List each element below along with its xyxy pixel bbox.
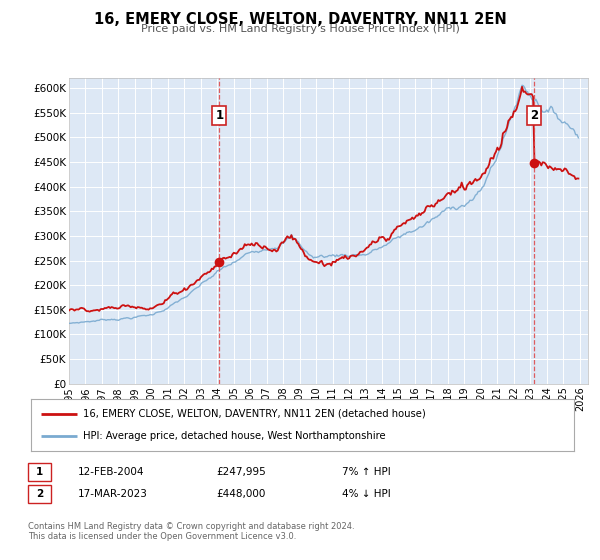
Text: 16, EMERY CLOSE, WELTON, DAVENTRY, NN11 2EN: 16, EMERY CLOSE, WELTON, DAVENTRY, NN11 …: [94, 12, 506, 27]
Text: 12-FEB-2004: 12-FEB-2004: [78, 467, 145, 477]
Text: Contains HM Land Registry data © Crown copyright and database right 2024.: Contains HM Land Registry data © Crown c…: [28, 522, 355, 531]
Text: 17-MAR-2023: 17-MAR-2023: [78, 489, 148, 499]
Text: 7% ↑ HPI: 7% ↑ HPI: [342, 467, 391, 477]
Text: HPI: Average price, detached house, West Northamptonshire: HPI: Average price, detached house, West…: [83, 431, 385, 441]
Text: 1: 1: [215, 109, 223, 122]
Text: £247,995: £247,995: [216, 467, 266, 477]
Text: £448,000: £448,000: [216, 489, 265, 499]
Text: 2: 2: [36, 489, 43, 499]
Text: Price paid vs. HM Land Registry's House Price Index (HPI): Price paid vs. HM Land Registry's House …: [140, 24, 460, 34]
Text: 1: 1: [36, 467, 43, 477]
Text: 16, EMERY CLOSE, WELTON, DAVENTRY, NN11 2EN (detached house): 16, EMERY CLOSE, WELTON, DAVENTRY, NN11 …: [83, 409, 425, 419]
Text: 4% ↓ HPI: 4% ↓ HPI: [342, 489, 391, 499]
Text: 2: 2: [530, 109, 538, 122]
Text: This data is licensed under the Open Government Licence v3.0.: This data is licensed under the Open Gov…: [28, 532, 296, 541]
